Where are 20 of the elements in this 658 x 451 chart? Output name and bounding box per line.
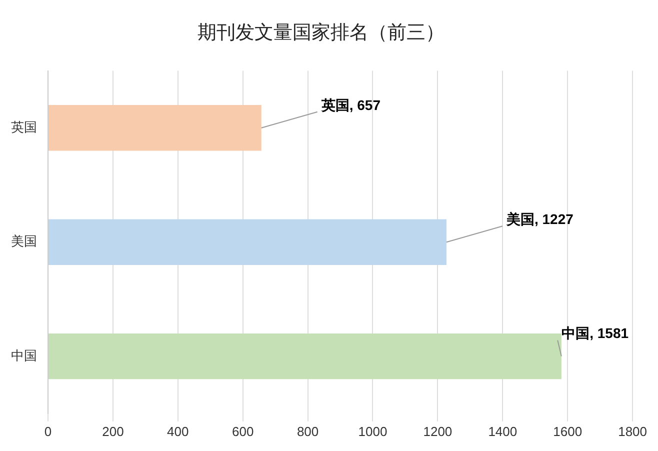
x-tick-label: 200 bbox=[102, 424, 124, 439]
bar bbox=[48, 105, 262, 151]
x-tick-label: 1400 bbox=[488, 424, 518, 439]
x-tick-label: 1600 bbox=[553, 424, 582, 439]
x-tick-label: 0 bbox=[44, 424, 52, 439]
y-tick-label: 美国 bbox=[11, 234, 37, 249]
x-tick-label: 1000 bbox=[358, 424, 388, 439]
chart-title: 期刊发文量国家排名（前三） bbox=[198, 22, 444, 44]
bar bbox=[48, 333, 562, 380]
x-tick-label: 600 bbox=[232, 424, 254, 439]
x-tick-label: 1200 bbox=[423, 424, 452, 439]
x-tick-label: 800 bbox=[296, 424, 319, 439]
bar bbox=[48, 219, 446, 265]
x-tick-label: 400 bbox=[167, 424, 189, 439]
data-label: 英国, 657 bbox=[320, 96, 381, 113]
data-label: 中国, 1581 bbox=[562, 325, 629, 342]
y-tick-label: 中国 bbox=[11, 348, 37, 363]
data-label: 美国, 1227 bbox=[505, 210, 574, 227]
y-tick-label: 英国 bbox=[11, 119, 37, 134]
x-tick-label: 1800 bbox=[618, 424, 647, 439]
